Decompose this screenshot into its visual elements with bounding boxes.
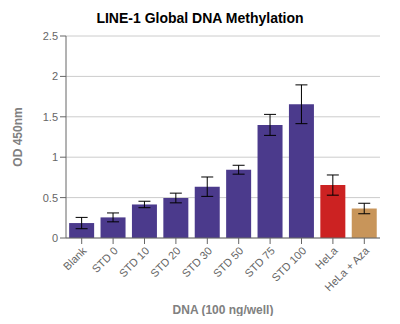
svg-text:STD 100: STD 100 xyxy=(269,244,308,283)
svg-text:HeLa: HeLa xyxy=(313,244,341,272)
svg-text:Blank: Blank xyxy=(61,244,89,272)
svg-text:STD 50: STD 50 xyxy=(211,244,246,279)
svg-text:STD 0: STD 0 xyxy=(89,244,120,275)
svg-text:STD 10: STD 10 xyxy=(117,244,152,279)
svg-text:STD 20: STD 20 xyxy=(148,244,183,279)
svg-text:1.5: 1.5 xyxy=(43,111,58,123)
svg-text:0.5: 0.5 xyxy=(43,192,58,204)
svg-text:DNA (100 ng/well): DNA (100 ng/well) xyxy=(173,303,274,316)
svg-text:2.5: 2.5 xyxy=(43,30,58,42)
svg-text:1: 1 xyxy=(52,151,58,163)
svg-text:0: 0 xyxy=(52,232,58,244)
html-text:LINE-1 Global DNA Methylation: LINE-1 Global DNA Methylation xyxy=(96,10,304,26)
svg-text:STD 75: STD 75 xyxy=(242,244,277,280)
svg-text:2: 2 xyxy=(52,70,58,82)
svg-text:HeLa + Aza: HeLa + Aza xyxy=(322,244,372,294)
svg-text:OD 450nm: OD 450nm xyxy=(11,107,25,166)
svg-text:STD 30: STD 30 xyxy=(179,244,214,279)
